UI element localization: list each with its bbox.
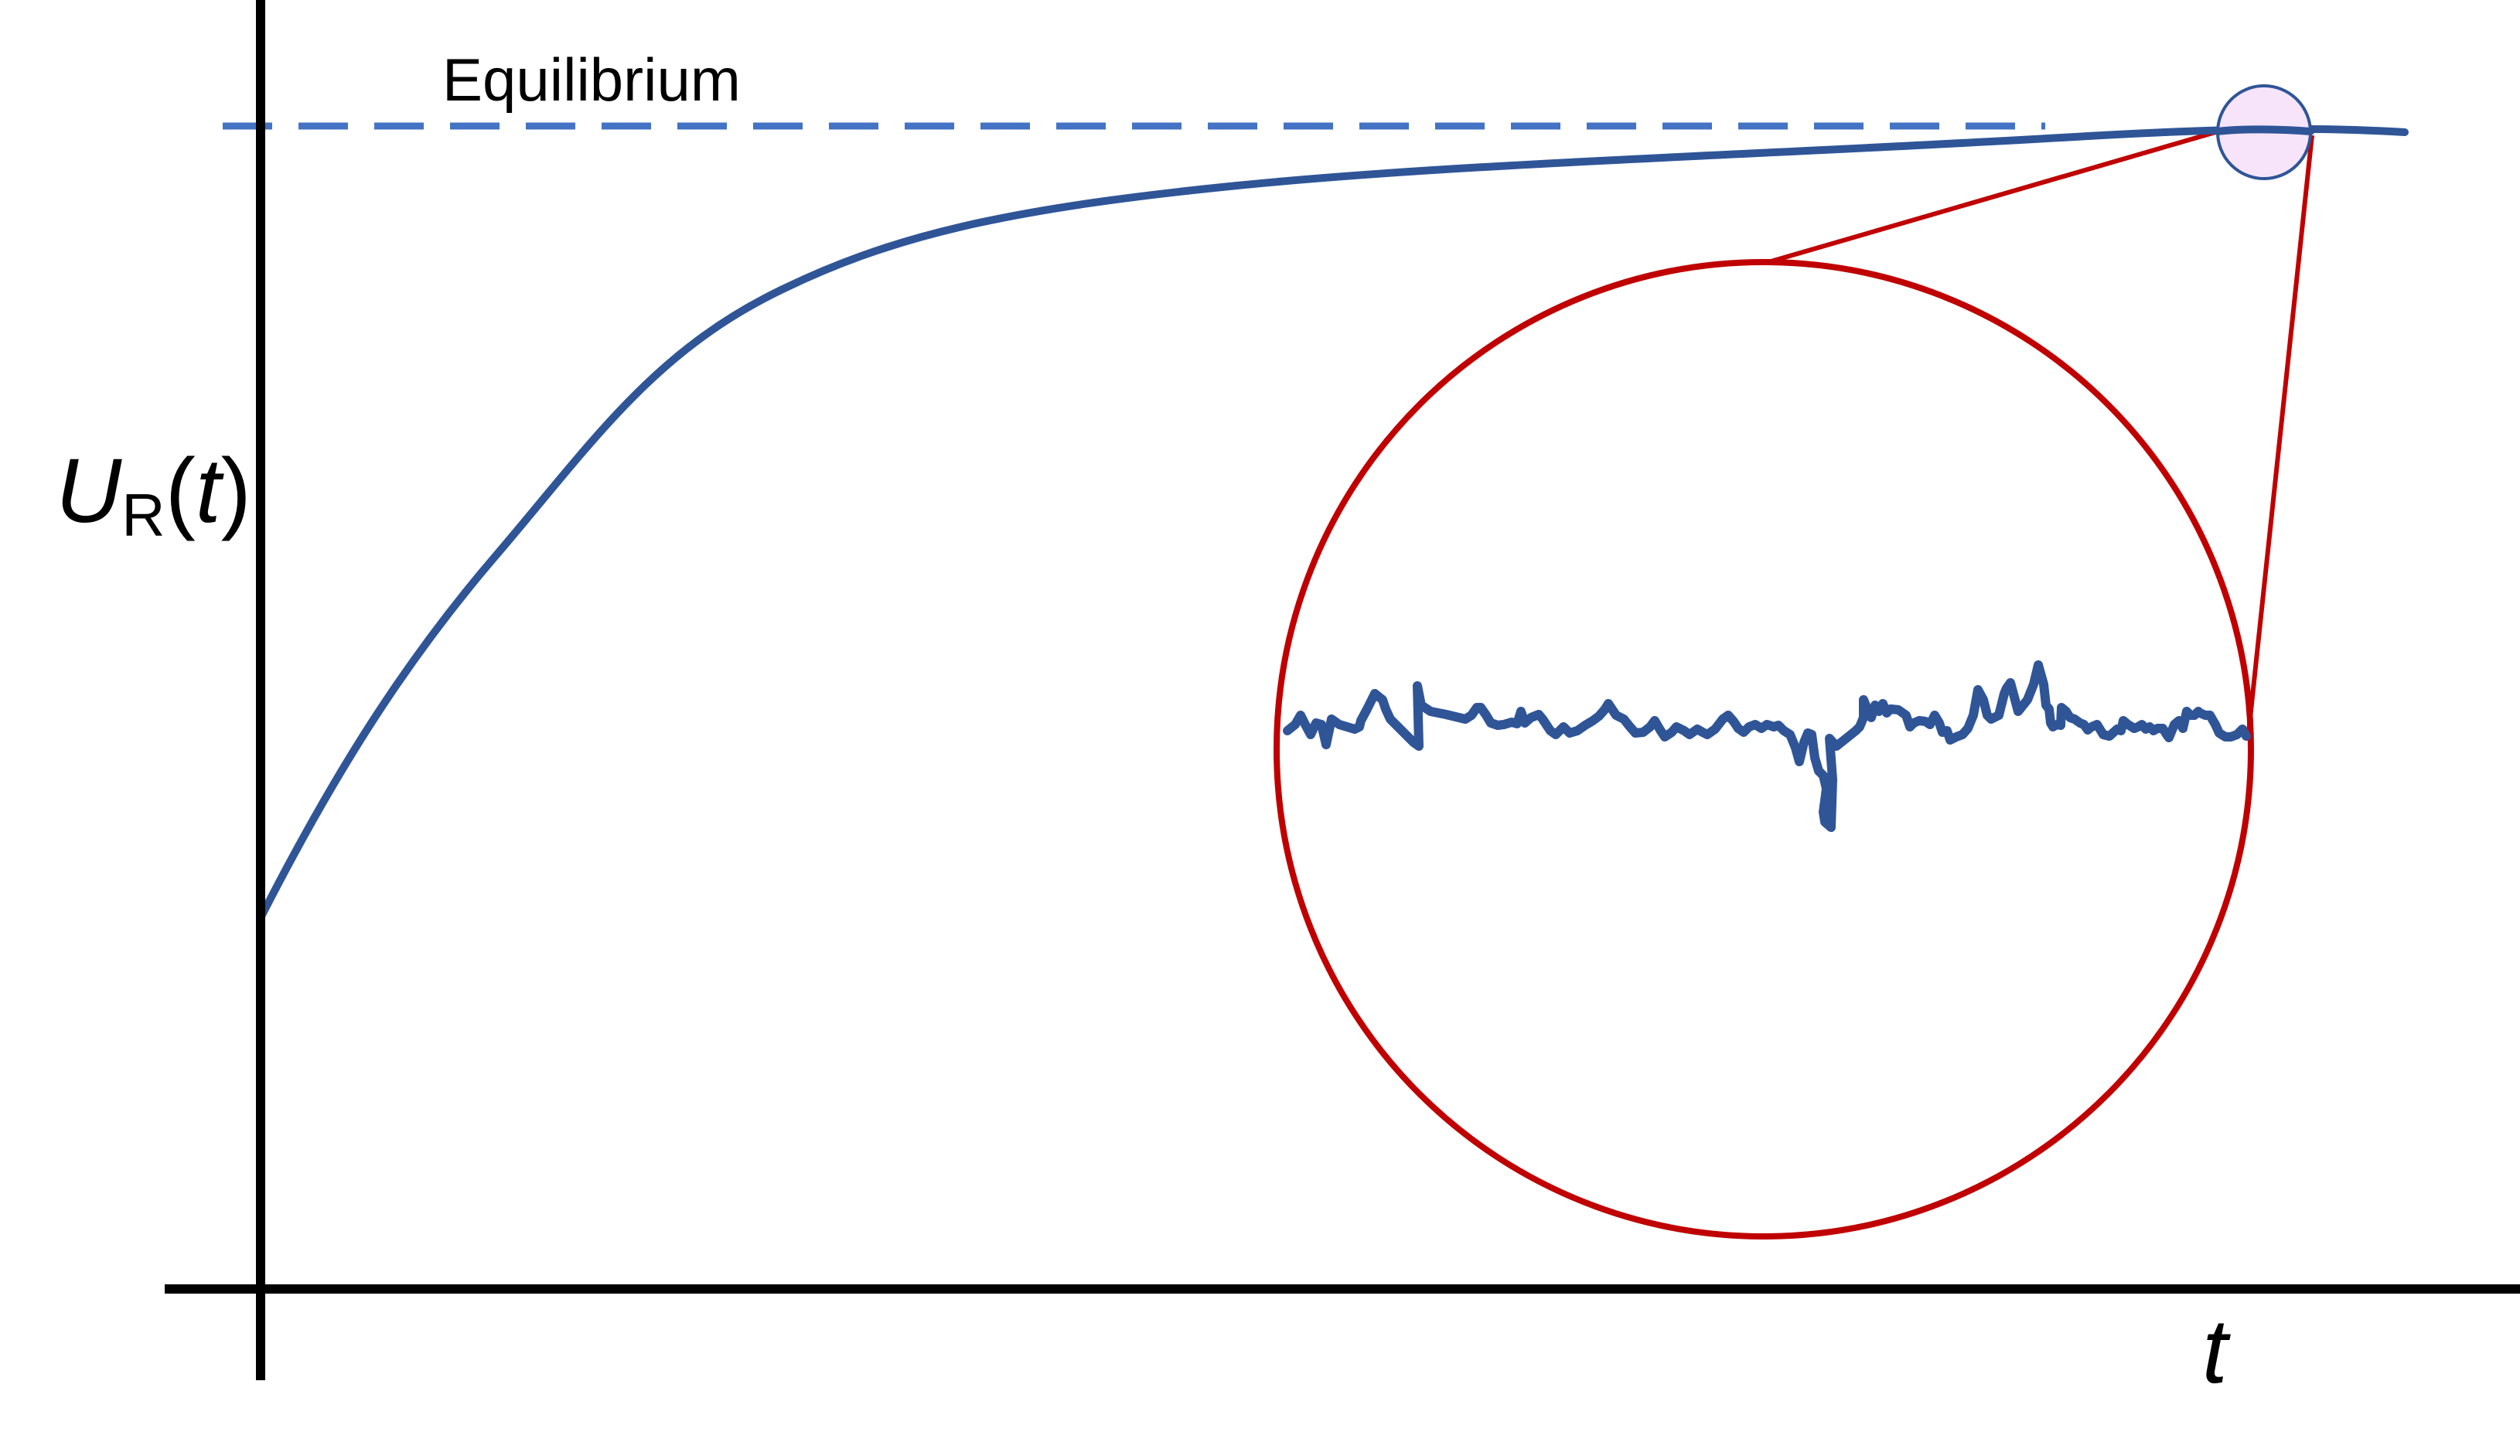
zoom-marker-curve-segment [2214, 125, 2314, 135]
fluctuation-trace [1283, 660, 2251, 832]
zoom-magnified-circle [1274, 259, 2254, 1239]
equilibrium-label: Equilibrium [442, 46, 741, 114]
zoom-connector-lower [2245, 135, 2314, 741]
y-axis-label: UR(t) [56, 440, 251, 549]
energy-curve [257, 124, 2409, 922]
zoom-connector-upper [1768, 128, 2222, 264]
x-axis-label: t [2202, 1301, 2231, 1403]
